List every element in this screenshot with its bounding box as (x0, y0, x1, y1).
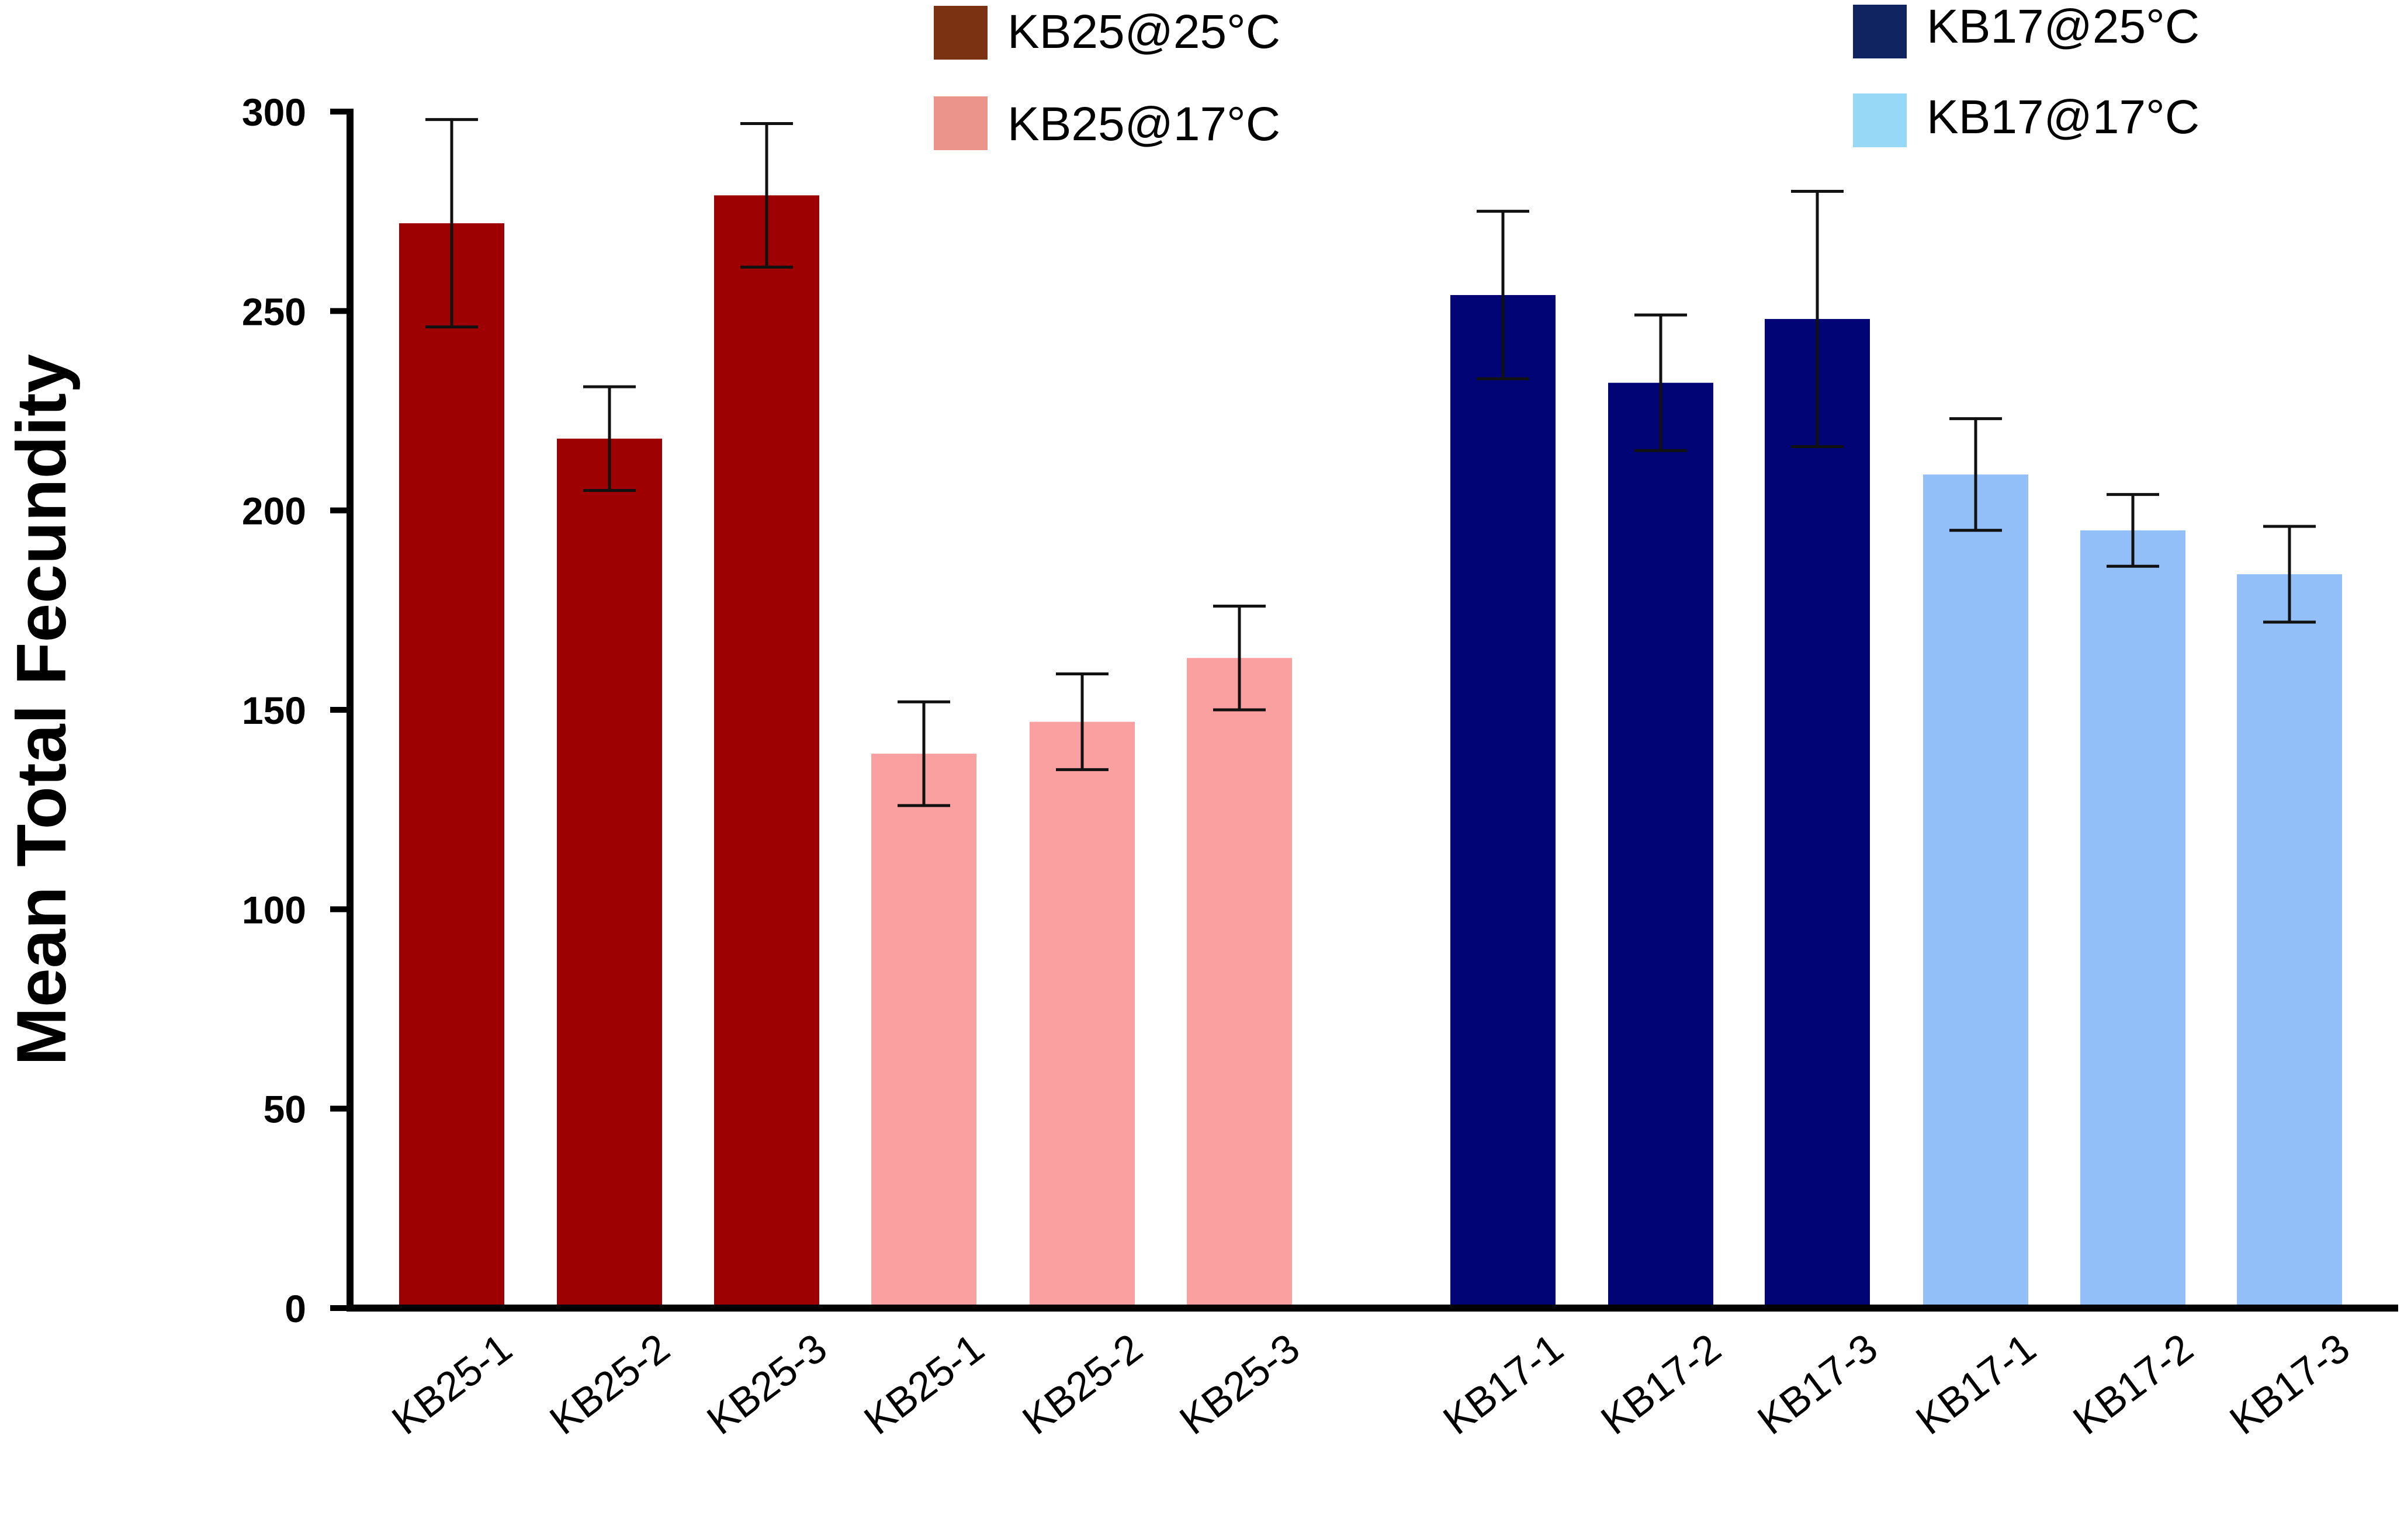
y-tick-label: 200 (242, 490, 306, 533)
x-tick-label: KB25-3 (1172, 1325, 1308, 1444)
x-tick-label: KB25-2 (542, 1325, 678, 1444)
y-tick-label: 300 (242, 91, 306, 134)
bar (399, 223, 504, 1308)
bar (1765, 318, 1870, 1308)
legend-swatch (1853, 93, 1907, 147)
legend-label: KB25@17°C (1007, 98, 1280, 151)
bar (1608, 383, 1713, 1308)
legend-label: KB25@25°C (1007, 5, 1280, 58)
legend-swatch (934, 6, 988, 60)
y-axis-title: Mean Total Fecundity (2, 354, 81, 1066)
y-axis: 0 50 100 150 200 250 300 (242, 91, 350, 1330)
axes-lines (347, 109, 2398, 1312)
y-tick-label: 150 (242, 689, 306, 732)
legend-swatch (1853, 5, 1907, 58)
x-tick-label: KB17-1 (1908, 1325, 2044, 1444)
y-tick-label: 50 (264, 1088, 306, 1131)
x-tick-label: KB25-1 (856, 1325, 992, 1444)
y-tick-label: 0 (285, 1287, 306, 1330)
y-tick-label: 250 (242, 290, 306, 333)
x-tick-label: KB17-2 (2065, 1325, 2201, 1444)
legend-swatch (934, 96, 988, 150)
bar (1030, 722, 1135, 1308)
y-tick-label: 100 (242, 888, 306, 931)
bar (557, 438, 662, 1309)
legend-label: KB17@17°C (1927, 91, 2199, 144)
legend-label: KB17@25°C (1927, 0, 2199, 53)
bar (714, 195, 819, 1308)
bar (1923, 474, 2028, 1308)
x-tick-label: KB25-1 (384, 1325, 520, 1444)
bar (1187, 658, 1292, 1308)
error-bars-group (425, 118, 2316, 807)
x-tick-label: KB25-2 (1014, 1325, 1151, 1444)
x-tick-label: KB25-3 (699, 1325, 835, 1444)
bar (2080, 530, 2185, 1308)
bars-group (399, 195, 2342, 1309)
x-tick-label: KB17-3 (1750, 1325, 1886, 1444)
x-axis-labels: KB25-1 KB25-2 KB25-3 KB25-1 KB25-2 KB25-3 KB17… (384, 1325, 2358, 1444)
x-tick-label: KB17-2 (1593, 1325, 1729, 1444)
legend: KB25@25°C KB25@17°C KB17@25°C KB17@17°C (934, 0, 2199, 151)
x-tick-label: KB17-3 (2222, 1325, 2358, 1444)
bar (871, 754, 976, 1308)
x-tick-label: KB17-1 (1435, 1325, 1571, 1444)
bar (2237, 574, 2342, 1308)
bar (1450, 295, 1556, 1309)
